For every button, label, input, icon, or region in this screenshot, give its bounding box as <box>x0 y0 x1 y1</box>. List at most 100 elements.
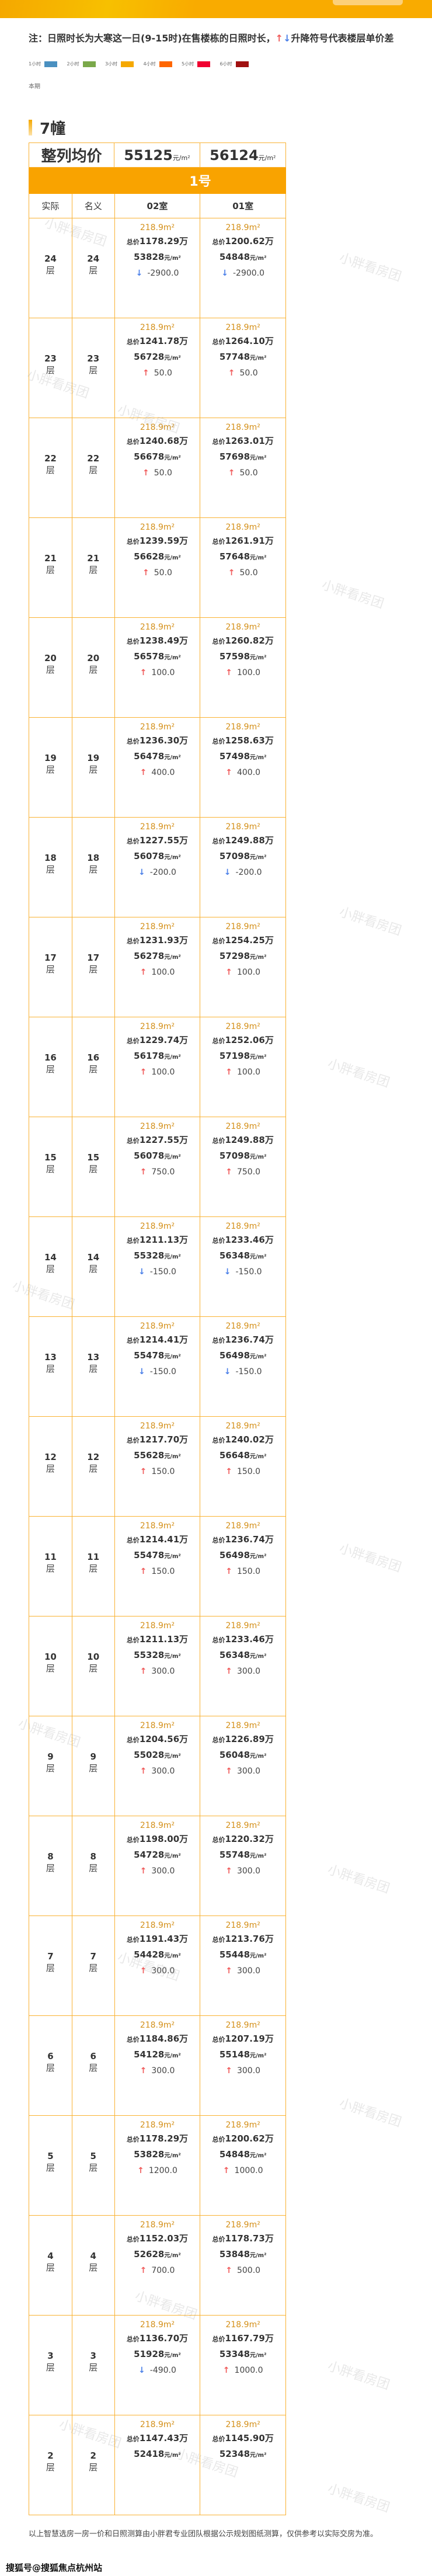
room-01-cell: 218.9m² 总价1258.63万 57498元/m² ↑ 400.0 <box>200 718 286 818</box>
floor-price-diff: ↑ 400.0 <box>200 766 285 780</box>
unit-price: 52418元/m² <box>115 2446 200 2463</box>
unit-area: 218.9m² <box>140 2220 175 2230</box>
floor-suffix: 层 <box>46 1663 55 1674</box>
unit-area: 218.9m² <box>225 1222 260 1231</box>
total-value: 1264.10 <box>225 336 265 346</box>
unit-price: 56628元/m² <box>115 549 200 566</box>
watermark-text: 小胖看房团 <box>337 1541 403 1576</box>
watermark-text: 小胖看房团 <box>320 578 386 612</box>
total-price: 总价1229.74万 <box>115 1033 200 1048</box>
diff-value: -2900.0 <box>147 269 179 278</box>
total-suffix: 万 <box>264 2133 274 2144</box>
floor-suffix: 层 <box>46 2362 55 2373</box>
diff-value: -150.0 <box>149 1367 176 1376</box>
unit-price-value: 53828 <box>134 2149 165 2160</box>
diff-value: 500.0 <box>236 2266 261 2275</box>
floor-price-diff: ↓ -150.0 <box>200 1365 285 1379</box>
sunlight-note: 注：日照时长为大寒这一日(9-15时)在售楼栋的日照时长，↑↓升降符号代表楼层单… <box>29 32 431 44</box>
room-01-cell: 218.9m² 总价1264.10万 57748元/m² ↑ 50.0 <box>200 318 286 418</box>
total-value: 1239.59 <box>139 536 180 546</box>
unit-price-unit: 元/m² <box>250 1254 267 1260</box>
total-suffix: 万 <box>264 1334 274 1345</box>
legend-item: 1小时 <box>29 61 67 67</box>
unit-area: 218.9m² <box>225 1022 260 1031</box>
nominal-floor: 14 层 <box>72 1217 115 1317</box>
unit-price-value: 57098 <box>219 1150 250 1161</box>
floor-price-diff: ↑ 300.0 <box>115 1964 200 1978</box>
total-value: 1220.32 <box>225 1834 265 1844</box>
diff-value: 700.0 <box>151 2266 175 2275</box>
unit-price-value: 56648 <box>219 1450 250 1461</box>
floor-number: 3 <box>47 2350 54 2361</box>
floor-number: 23 <box>44 353 57 364</box>
unit-area: 218.9m² <box>140 223 175 232</box>
unit-price: 57598元/m² <box>200 649 285 666</box>
unit-area: 218.9m² <box>140 1022 175 1031</box>
floor-number: 20 <box>44 652 57 663</box>
unit-price-unit: 元/m² <box>164 2053 181 2059</box>
table-row: 13 层 13 层 218.9m² 总价1214.41万 55478元/m² ↓ -150.0 2… <box>29 1317 286 1417</box>
floor-number: 14 <box>44 1252 57 1263</box>
floor-price-diff: ↑ 100.0 <box>200 666 285 680</box>
unit-area: 218.9m² <box>225 1322 260 1331</box>
actual-floor: 15 层 <box>29 1117 72 1217</box>
unit-area: 218.9m² <box>225 1721 260 1730</box>
avg-unit: 元/m² <box>258 154 276 162</box>
unit-price-value: 54848 <box>219 252 250 262</box>
room-01-cell: 218.9m² 总价1178.73万 53848元/m² ↑ 500.0 <box>200 2216 286 2316</box>
total-suffix: 万 <box>179 336 189 346</box>
arrow-up-icon: ↑ <box>140 968 147 977</box>
total-prefix: 总价 <box>126 1237 140 1244</box>
unit-price: 55028元/m² <box>115 1747 200 1764</box>
total-suffix: 万 <box>264 935 274 945</box>
top-banner <box>0 0 432 18</box>
floor-price-diff: ↑ 1000.0 <box>200 2164 285 2178</box>
unit-area: 218.9m² <box>225 1621 260 1631</box>
table-body: 24 层 24 层 218.9m² 总价1178.29万 53828元/m² ↓ -2900.0… <box>29 218 286 2515</box>
unit-price: 53828元/m² <box>115 249 200 266</box>
unit-area: 218.9m² <box>140 2420 175 2429</box>
arrow-up-icon: ↑ <box>142 468 149 478</box>
floor-number: 15 <box>44 1152 57 1163</box>
floor-number: 6 <box>47 2050 54 2062</box>
arrow-up-icon: ↑ <box>225 968 232 977</box>
total-prefix: 总价 <box>126 2335 140 2343</box>
unit-price-value: 55448 <box>219 1949 250 1960</box>
heading-accent-bar <box>29 120 32 135</box>
room-02-cell: 218.9m² 总价1241.78万 56728元/m² ↑ 50.0 <box>114 318 201 418</box>
room-02-cell: 218.9m² 总价1178.29万 53828元/m² ↓ -2900.0 <box>114 218 201 318</box>
unit-price: 52628元/m² <box>115 2247 200 2264</box>
unit-price-value: 53828 <box>134 252 165 262</box>
total-value: 1178.73 <box>225 2233 265 2244</box>
total-suffix: 万 <box>179 1934 189 1944</box>
unit-price-unit: 元/m² <box>164 954 181 961</box>
unit-price-value: 54848 <box>219 2149 250 2160</box>
total-suffix: 万 <box>179 236 189 246</box>
diff-value: 100.0 <box>151 968 175 977</box>
average-price-02: 55125 元/m² <box>114 143 200 167</box>
total-price: 总价1147.43万 <box>115 2431 200 2446</box>
total-suffix: 万 <box>179 2233 189 2244</box>
unit-price-unit: 元/m² <box>164 2452 181 2459</box>
total-price: 总价1214.41万 <box>115 1333 200 1348</box>
total-prefix: 总价 <box>126 338 140 346</box>
avg-value-02: 55125 <box>124 147 173 164</box>
nominal-floor: 17 层 <box>72 917 115 1017</box>
watermark-text: 小胖看房团 <box>326 2481 392 2516</box>
banner-button[interactable] <box>333 0 403 5</box>
total-value: 1240.02 <box>225 1434 265 1445</box>
actual-floor: 19 层 <box>29 718 72 818</box>
total-value: 1260.82 <box>225 635 265 646</box>
room-02-cell: 218.9m² 总价1136.70万 51928元/m² ↓ -490.0 <box>114 2316 201 2415</box>
nominal-floor: 11 层 <box>72 1517 115 1616</box>
unit-price: 57648元/m² <box>200 549 285 566</box>
unit-price: 57698元/m² <box>200 449 285 466</box>
floor-number: 6 <box>90 2050 96 2062</box>
diff-value: 300.0 <box>151 1866 175 1876</box>
unit-price-unit: 元/m² <box>250 1454 267 1460</box>
actual-floor: 13 层 <box>29 1317 72 1417</box>
unit-area: 218.9m² <box>140 1921 175 1930</box>
floor-suffix: 层 <box>89 2062 98 2073</box>
